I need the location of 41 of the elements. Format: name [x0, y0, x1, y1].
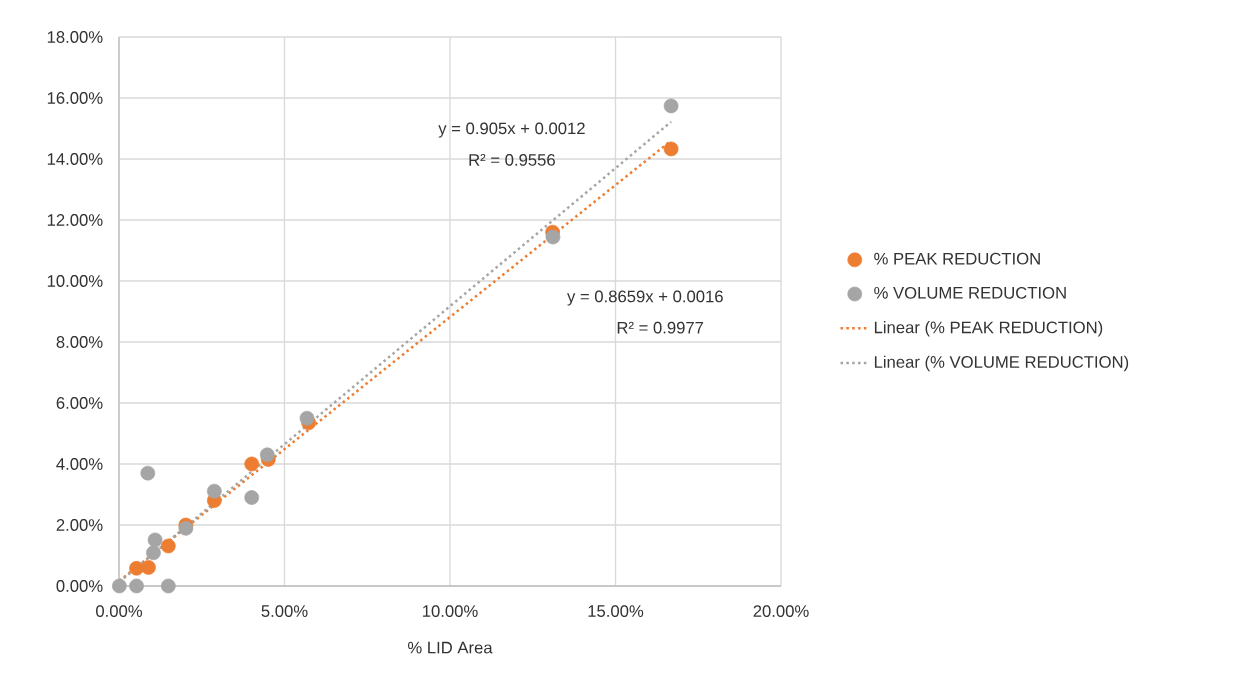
x-tick-label: 5.00% [261, 605, 308, 617]
y-tick-label: 10.00% [47, 275, 103, 287]
point [207, 483, 222, 499]
y-tick-label: 2.00% [56, 519, 103, 531]
point [141, 560, 156, 575]
annotation: R² = 0.9556 [469, 154, 555, 166]
point [160, 578, 176, 594]
y-tick-label: 18.00% [47, 31, 103, 43]
y-tick-label: 14.00% [47, 153, 103, 165]
point [299, 410, 315, 426]
point [259, 447, 275, 463]
legend-label: % PEAK REDUCTION [874, 252, 1040, 265]
point [663, 98, 679, 114]
y-tick-label: 6.00% [56, 397, 103, 409]
annotation: y = 0.905x + 0.0012 [438, 122, 585, 138]
point [147, 532, 163, 548]
point [112, 578, 127, 594]
point [146, 545, 161, 561]
x-tick-label: 20.00% [753, 605, 809, 617]
y-tick-label: 16.00% [47, 92, 103, 104]
x-axis-title: % LID Area [408, 641, 493, 654]
x-tick-label: 0.00% [96, 605, 143, 617]
annotation: R² = 0.9977 [617, 321, 704, 334]
point [663, 141, 679, 157]
point [140, 465, 156, 481]
point [244, 490, 260, 505]
annotation: y = 0.8659x + 0.0016 [567, 290, 723, 306]
legend-label: % VOLUME REDUCTION [874, 286, 1066, 299]
y-tick-label: 0.00% [56, 580, 103, 592]
point [129, 578, 144, 594]
y-tick-label: 4.00% [56, 458, 103, 470]
y-tick-label: 12.00% [47, 214, 103, 226]
legend-label: Linear (% VOLUME REDUCTION) [874, 355, 1129, 372]
x-tick-label: 10.00% [423, 605, 478, 617]
point [160, 538, 176, 554]
point [545, 229, 561, 245]
y-tick-label: 8.00% [56, 336, 103, 348]
point [244, 456, 260, 472]
legend-label: Linear (% PEAK REDUCTION) [874, 321, 1103, 337]
point [178, 521, 194, 536]
x-tick-label: 15.00% [588, 605, 644, 617]
